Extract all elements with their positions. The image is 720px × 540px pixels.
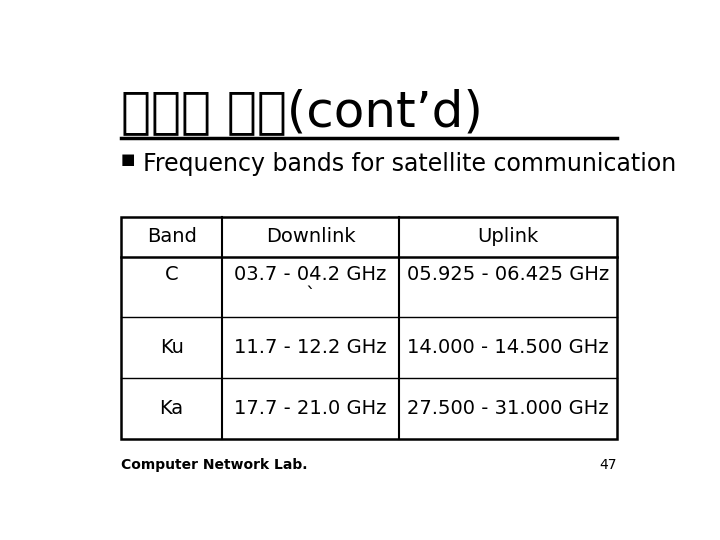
Text: Uplink: Uplink [477,227,539,246]
Text: 27.500 - 31.000 GHz: 27.500 - 31.000 GHz [408,399,609,418]
Text: ■: ■ [121,152,135,167]
Text: 17.7 - 21.0 GHz: 17.7 - 21.0 GHz [235,399,387,418]
Text: 비유도 매체(cont’d): 비유도 매체(cont’d) [121,87,482,136]
Text: Ku: Ku [160,339,184,357]
Text: 47: 47 [600,458,617,472]
Text: 05.925 - 06.425 GHz: 05.925 - 06.425 GHz [407,265,609,284]
Text: `: ` [306,286,315,305]
Text: Downlink: Downlink [266,227,356,246]
Bar [121,217,617,439]
Text: 14.000 - 14.500 GHz: 14.000 - 14.500 GHz [408,339,609,357]
Text: Ka: Ka [160,399,184,418]
Text: Frequency bands for satellite communication: Frequency bands for satellite communicat… [143,152,676,176]
Text: Band: Band [147,227,197,246]
Text: Computer Network Lab.: Computer Network Lab. [121,458,307,472]
Text: C: C [165,265,179,284]
Text: 11.7 - 12.2 GHz: 11.7 - 12.2 GHz [234,339,387,357]
Text: 03.7 - 04.2 GHz: 03.7 - 04.2 GHz [235,265,387,284]
